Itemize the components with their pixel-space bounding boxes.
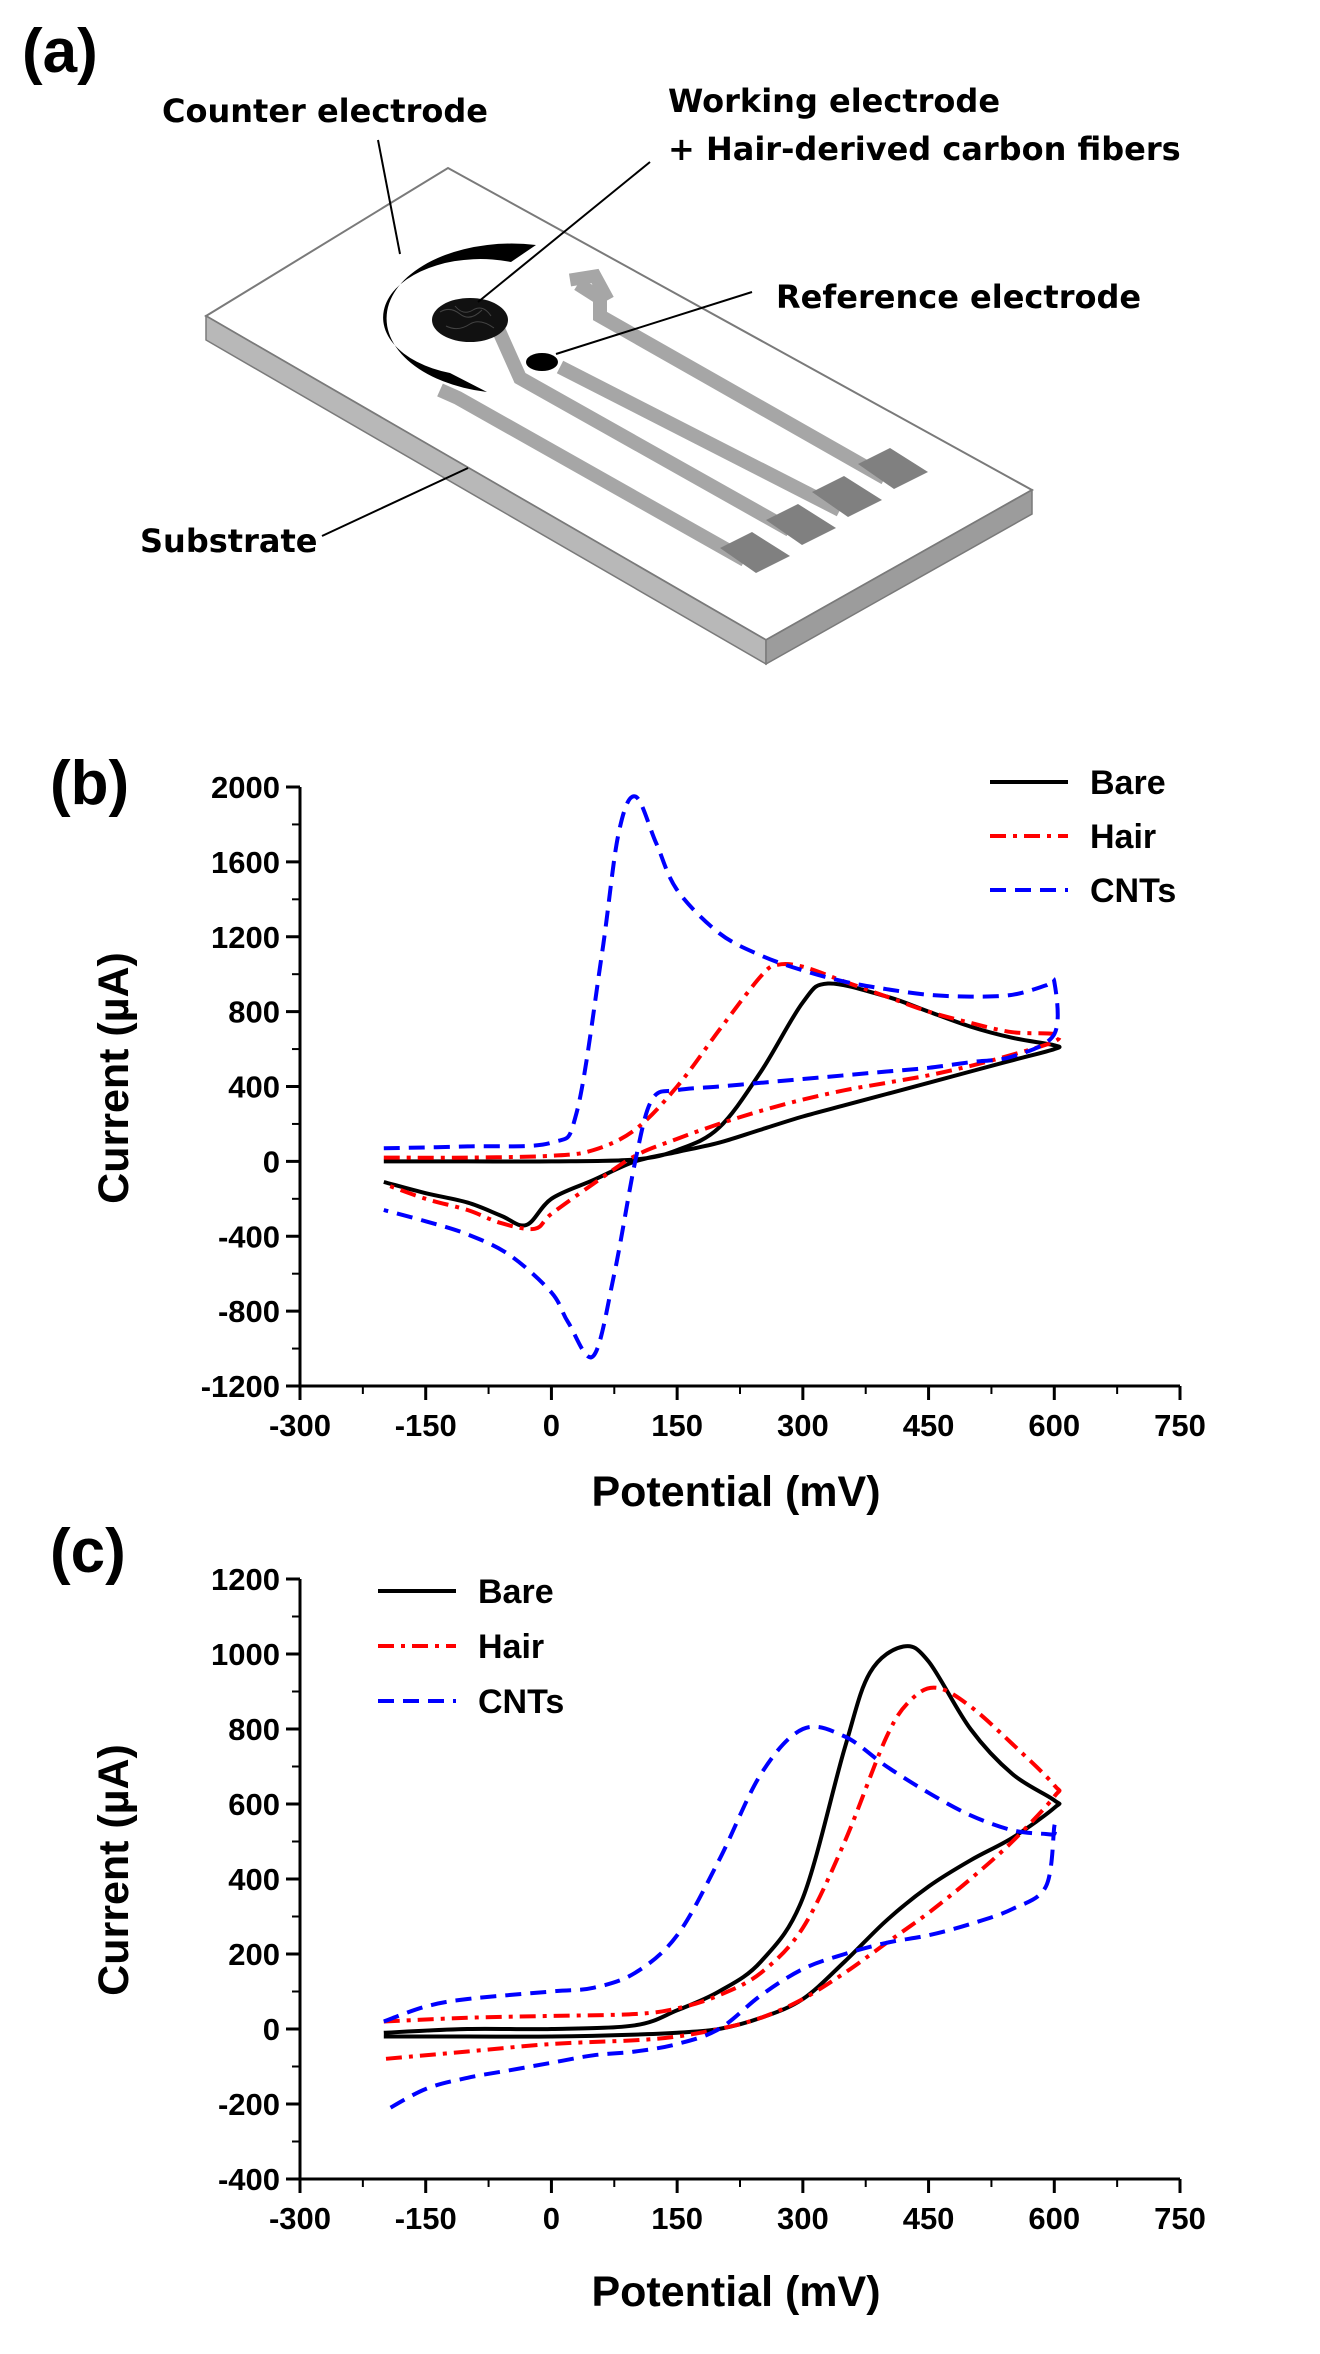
chart-c-legend-label-cnts: CNTs: [478, 1683, 564, 1721]
chart-c-y-tick-label: 800: [228, 1712, 280, 1747]
label-working-electrode-line2: + Hair-derived carbon fibers: [668, 130, 1181, 168]
chart-c-y-tick-label: 400: [228, 1862, 280, 1897]
chart-c-x-tick-label: -150: [395, 2201, 457, 2236]
panel-a-letter: (a): [22, 17, 98, 86]
chart-b-x-tick-label: 450: [903, 1408, 955, 1443]
chart-b-legend-label-cnts: CNTs: [1090, 872, 1176, 910]
chart-b-y-tick-label: 1200: [211, 920, 280, 955]
substrate: [204, 166, 1035, 666]
pad-2: [766, 504, 836, 545]
contact-pads: [720, 448, 928, 573]
reference-electrode: [526, 353, 558, 371]
chart-c-y-tick-label: 1200: [211, 1562, 280, 1597]
chart-b-y-tick-label: -1200: [201, 1369, 280, 1404]
chart-b-x-tick-label: 600: [1028, 1408, 1080, 1443]
trace-reference: [556, 360, 844, 517]
chart-c-x-tick-label: 300: [777, 2201, 829, 2236]
label-substrate: Substrate: [140, 522, 317, 560]
leader-reference: [555, 291, 753, 355]
chart-b-x-tick-label: 750: [1154, 1408, 1206, 1443]
chart-b-y-tick-label: 0: [263, 1144, 280, 1179]
chart-c-y-tick-label: 0: [263, 2012, 280, 2047]
trace-aux: [574, 278, 889, 485]
leader-working: [477, 161, 651, 303]
chart-b-y-tick-label: 2000: [211, 770, 280, 805]
carbon-fibers: [439, 305, 495, 330]
chart-b-y-tick-label: -800: [218, 1294, 280, 1329]
label-working-electrode-line1: Working electrode: [668, 82, 1000, 120]
substrate-right-face: [765, 488, 1033, 666]
leader-substrate: [321, 467, 469, 537]
chart-b-y-tick-label: 800: [228, 995, 280, 1030]
chart-b-x-tick-label: -150: [395, 1408, 457, 1443]
chart-c-y-tick-label: 600: [228, 1787, 280, 1822]
chart-b-x-tick-label: -300: [269, 1408, 331, 1443]
chart-c-y-tick-label: 200: [228, 1937, 280, 1972]
chart-b-x-tick-label: 0: [543, 1408, 560, 1443]
chart-c-y-tick-label: -400: [218, 2162, 280, 2197]
chart-b-x-axis-title: Potential (mV): [591, 1468, 880, 1516]
label-reference-electrode: Reference electrode: [776, 278, 1141, 316]
chart-b: (b) Current (µA) Potential (mV) -1200 -80…: [50, 749, 1206, 1516]
pad-3: [812, 476, 882, 517]
chart-c-series-hair: [383, 1685, 1062, 2061]
chart-c-x-tick-label: 600: [1028, 2201, 1080, 2236]
chart-c-legend-label-hair: Hair: [478, 1628, 544, 1666]
chart-c-x-tick-label: -300: [269, 2201, 331, 2236]
pad-4: [858, 448, 928, 489]
chart-c-y-tick-label: -200: [218, 2087, 280, 2122]
chart-c-x-tick-label: 450: [903, 2201, 955, 2236]
label-counter-electrode: Counter electrode: [162, 92, 488, 130]
chart-c: (c) Current (µA) Potential (mV) -400 -200…: [50, 1517, 1206, 2316]
chart-b-series-hair: [383, 962, 1062, 1232]
working-electrode: [432, 298, 508, 342]
chart-c-x-tick-label: 150: [651, 2201, 703, 2236]
chart-b-y-axis-title: Current (µA): [90, 952, 138, 1204]
leader-counter: [377, 139, 401, 255]
pad-1: [720, 532, 790, 573]
chart-c-y-axis-title: Current (µA): [90, 1744, 138, 1996]
chart-b-x-tick-label: 300: [777, 1408, 829, 1443]
chart-c-y-tick-label: 1000: [211, 1637, 280, 1672]
leader-lines: [321, 139, 753, 537]
chart-c-series-cnts: [382, 1724, 1058, 2114]
chart-b-series-cnts: [383, 794, 1060, 1360]
chart-c-x-tick-label: 0: [543, 2201, 560, 2236]
trace-counter: [437, 383, 749, 567]
panel-a: (a): [22, 17, 1181, 666]
chart-b-y-tick-label: -400: [218, 1219, 280, 1254]
chart-b-legend-label-hair: Hair: [1090, 818, 1156, 856]
chart-c-x-tick-label: 750: [1154, 2201, 1206, 2236]
chart-c-x-axis-title: Potential (mV): [591, 2268, 880, 2316]
chart-b-y-tick-label: 1600: [211, 845, 280, 880]
chart-b-legend-label-bare: Bare: [1090, 764, 1166, 802]
trace-working: [488, 319, 794, 537]
chart-b-series-bare: [383, 981, 1062, 1228]
chart-b-x-tick-label: 150: [651, 1408, 703, 1443]
chart-c-legend-label-bare: Bare: [478, 1573, 554, 1611]
chart-b-y-tick-label: 400: [228, 1070, 280, 1105]
trace-aux-bend: [568, 268, 614, 304]
panel-b-letter: (b): [50, 749, 129, 818]
electrode-traces: [437, 278, 889, 567]
panel-c-letter: (c): [50, 1517, 126, 1586]
